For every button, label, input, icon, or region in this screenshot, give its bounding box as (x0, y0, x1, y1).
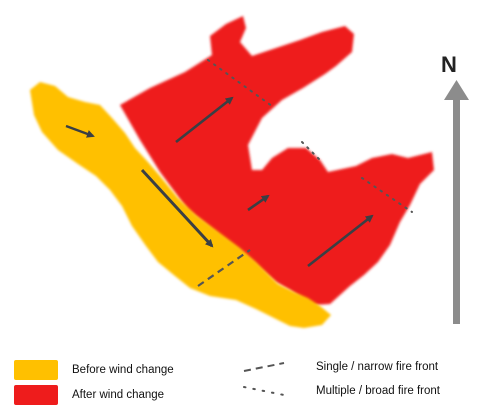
legend-after-wind-change: After wind change (14, 385, 164, 405)
before-wind-change-area (30, 82, 331, 328)
wind-arrow-after-east (307, 214, 374, 268)
wind-arrow-before-long (140, 168, 214, 248)
after-swatch (14, 385, 58, 405)
north-label: N (441, 52, 457, 77)
dashed-line-key-icon (243, 362, 285, 372)
wind-arrow-after-north (175, 96, 234, 144)
broad-fire-front-dots-east (361, 177, 413, 213)
wind-arrow-after-middle (247, 194, 270, 212)
wind-arrow-before-small (65, 124, 95, 138)
legend-multiple-label: Multiple / broad fire front (316, 385, 441, 397)
legend-single-label: Single / narrow fire front (316, 361, 439, 373)
dotted-line-key-icon (243, 386, 285, 396)
after-wind-change-area (120, 16, 434, 305)
legend-after-label: After wind change (72, 389, 165, 401)
broad-fire-front-dots-middle (301, 141, 323, 163)
north-arrow-icon (444, 80, 469, 324)
legend-multiple-fire-front: Multiple / broad fire front (242, 385, 440, 397)
legend-before-wind-change: Before wind change (14, 360, 174, 380)
single-narrow-fire-front (197, 249, 251, 287)
broad-fire-front-dots-north (207, 59, 273, 107)
before-swatch (14, 360, 58, 380)
legend-before-label: Before wind change (72, 364, 174, 376)
legend-single-fire-front: Single / narrow fire front (242, 361, 438, 373)
